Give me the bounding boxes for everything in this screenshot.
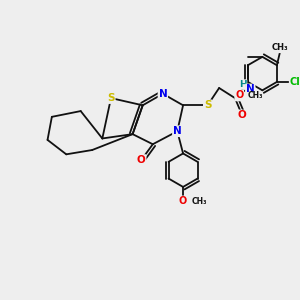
Text: O: O [137,155,146,165]
Text: N: N [158,89,167,99]
Text: O: O [238,110,247,120]
Text: N: N [246,84,255,94]
Text: S: S [107,93,115,103]
Text: S: S [204,100,211,110]
Text: O: O [179,196,187,206]
Text: Cl: Cl [290,77,300,87]
Text: CH₃: CH₃ [248,91,263,100]
Text: CH₃: CH₃ [191,197,207,206]
Text: H: H [239,80,247,89]
Text: N: N [173,126,182,136]
Text: O: O [235,91,243,100]
Text: CH₃: CH₃ [272,44,288,52]
